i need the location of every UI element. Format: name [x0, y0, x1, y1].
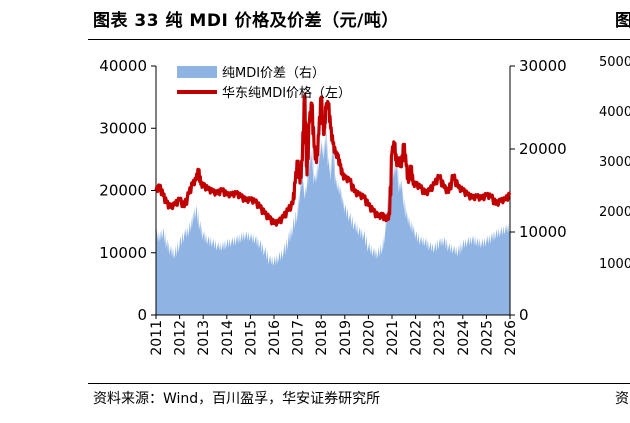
x-tick-label: 2011	[149, 320, 165, 356]
x-tick-label: 2015	[243, 320, 259, 356]
right-tick-label: 10000	[519, 223, 567, 241]
left-tick-label: 0	[137, 306, 147, 324]
x-tick-label: 2020	[361, 320, 377, 356]
neighbor-tick-label: 1000	[599, 257, 630, 272]
neighbor-tick-label: 2000	[599, 205, 630, 220]
right-tick-label: 30000	[519, 57, 567, 75]
neighbor-chart-axis: 5000 4000 3000 2000 1000	[599, 55, 630, 272]
x-tick-label: 2022	[409, 320, 425, 356]
x-tick-label: 2024	[456, 320, 472, 356]
neighbor-tick-label: 5000	[599, 55, 630, 70]
neighbor-tick-label: 4000	[599, 105, 630, 120]
x-tick-label: 2012	[173, 320, 189, 356]
source-note: 资料来源：Wind，百川盈孚，华安证券研究所	[93, 391, 381, 407]
price-line	[154, 93, 512, 227]
right-tick-label: 20000	[519, 140, 567, 158]
title-divider	[88, 39, 630, 40]
spread-area	[156, 129, 510, 315]
x-tick-label: 2013	[196, 320, 212, 356]
left-tick-label: 10000	[99, 244, 147, 262]
x-tick-label: 2018	[314, 320, 330, 356]
neighbor-source-fragment: 资	[615, 391, 629, 407]
left-tick-label: 30000	[99, 119, 147, 137]
right-tick-label: 0	[519, 306, 529, 324]
x-tick-label: 2019	[338, 320, 354, 356]
chart-canvas: 0 10000 20000 30000 40000 0 10000 20000 30000 201…	[99, 55, 630, 356]
legend-swatch-spread	[177, 66, 217, 78]
x-tick-label: 2023	[432, 320, 448, 356]
spread-area-series	[156, 129, 510, 315]
x-tick-label: 2025	[479, 320, 495, 356]
neighbor-tick-label: 3000	[599, 155, 630, 170]
left-tick-label: 20000	[99, 182, 147, 200]
x-tick-label: 2014	[220, 320, 236, 356]
legend-label-price: 华东纯MDI价格（左）	[222, 85, 351, 101]
legend: 纯MDI价差（右） 华东纯MDI价格（左）	[177, 66, 351, 101]
axes: 0 10000 20000 30000 40000 0 10000 20000 30000 201…	[99, 57, 566, 356]
left-tick-label: 40000	[99, 57, 147, 75]
price-line-series	[154, 93, 512, 227]
x-tick-label: 2017	[291, 320, 307, 356]
x-tick-label: 2016	[267, 320, 283, 356]
neighbor-title-fragment: 图	[615, 11, 630, 31]
legend-label-spread: 纯MDI价差（右）	[222, 66, 325, 81]
source-divider	[88, 383, 630, 384]
chart-title: 图表 33 纯 MDI 价格及价差（元/吨）	[93, 11, 399, 31]
x-tick-label: 2026	[503, 320, 519, 356]
x-tick-label: 2021	[385, 320, 401, 356]
